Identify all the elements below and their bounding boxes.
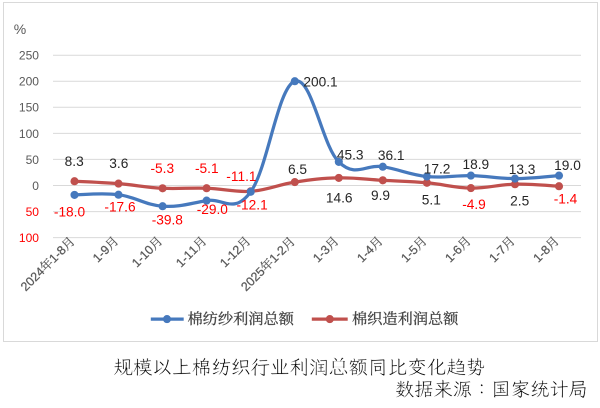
svg-text:-12.1: -12.1 (236, 197, 267, 212)
svg-text:2.5: 2.5 (510, 194, 529, 209)
svg-text:14.6: 14.6 (326, 190, 353, 205)
svg-text:8.3: 8.3 (65, 154, 84, 169)
svg-text:45.3: 45.3 (337, 147, 364, 162)
svg-text:-29.0: -29.0 (197, 202, 229, 217)
svg-text:-5.3: -5.3 (151, 161, 175, 176)
svg-text:50: 50 (26, 153, 40, 167)
svg-text:9.9: 9.9 (371, 188, 390, 203)
svg-text:5.1: 5.1 (422, 192, 441, 207)
svg-text:-4.9: -4.9 (462, 197, 486, 212)
svg-text:%: % (14, 21, 26, 37)
svg-text:250: 250 (19, 49, 39, 63)
svg-text:19.0: 19.0 (554, 158, 581, 173)
svg-text:13.3: 13.3 (509, 162, 536, 177)
svg-text:100: 100 (19, 127, 39, 141)
svg-text:150: 150 (19, 101, 39, 115)
svg-text:100: 100 (19, 231, 39, 245)
svg-text:50: 50 (26, 205, 40, 219)
svg-text:200.1: 200.1 (303, 74, 337, 89)
svg-text:-17.6: -17.6 (104, 200, 136, 215)
svg-text:0: 0 (32, 179, 39, 193)
svg-text:-39.8: -39.8 (152, 213, 184, 228)
svg-text:6.5: 6.5 (288, 162, 307, 177)
svg-text:-11.1: -11.1 (226, 169, 256, 184)
svg-text:-1.4: -1.4 (554, 191, 578, 206)
svg-text:-5.1: -5.1 (195, 161, 219, 176)
svg-text:3.6: 3.6 (109, 156, 128, 171)
svg-text:36.1: 36.1 (378, 148, 405, 163)
svg-text:17.2: 17.2 (424, 161, 451, 176)
svg-text:-18.0: -18.0 (54, 204, 86, 219)
svg-text:200: 200 (19, 75, 39, 89)
svg-text:18.9: 18.9 (462, 157, 489, 172)
